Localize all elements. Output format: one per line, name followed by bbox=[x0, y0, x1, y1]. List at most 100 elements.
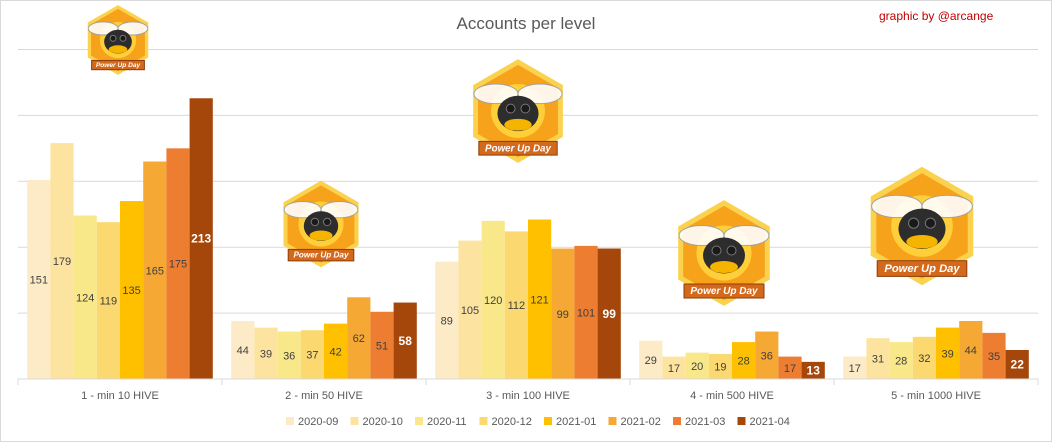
data-label: 120 bbox=[484, 295, 502, 307]
data-label: 99 bbox=[603, 307, 617, 321]
bar bbox=[866, 338, 890, 379]
badge-text: Power Up Day bbox=[96, 62, 141, 69]
data-label: 29 bbox=[645, 355, 657, 367]
data-label: 32 bbox=[918, 353, 930, 365]
badge-text: Power Up Day bbox=[293, 251, 349, 260]
legend: 2020-09 2020-10 2020-11 2020-12 2021-01 2021-… bbox=[286, 416, 790, 428]
bar bbox=[370, 311, 394, 379]
chart-title: Accounts per level bbox=[457, 14, 596, 33]
data-label: 101 bbox=[577, 307, 595, 319]
bar bbox=[708, 353, 732, 379]
data-label: 175 bbox=[169, 259, 187, 271]
bee-eye-left bbox=[109, 34, 117, 42]
data-label: 105 bbox=[461, 305, 479, 317]
legend-label: 2021-01 bbox=[556, 416, 596, 428]
bar bbox=[912, 336, 936, 379]
bar bbox=[982, 332, 1006, 379]
bar bbox=[254, 327, 278, 379]
bar bbox=[801, 361, 825, 379]
data-label: 44 bbox=[237, 345, 249, 357]
power-up-day-badge-3: Power Up Day bbox=[473, 59, 563, 163]
legend-swatch bbox=[415, 417, 423, 425]
bar bbox=[458, 240, 482, 379]
bar bbox=[732, 342, 756, 379]
bee-eye-left bbox=[310, 217, 320, 227]
bar bbox=[574, 245, 598, 379]
bar bbox=[96, 222, 120, 379]
badge-text: Power Up Day bbox=[690, 286, 758, 297]
legend-label: 2021-02 bbox=[621, 416, 661, 428]
badge-text: Power Up Day bbox=[485, 143, 551, 154]
bee-eye-right bbox=[322, 217, 332, 227]
legend-swatch bbox=[350, 417, 359, 425]
bar bbox=[662, 356, 686, 379]
bar bbox=[27, 179, 51, 379]
bar bbox=[50, 143, 74, 379]
bar bbox=[1005, 350, 1029, 379]
bar bbox=[843, 356, 867, 379]
legend-swatch bbox=[673, 417, 681, 425]
legend-swatch bbox=[608, 417, 617, 425]
power-up-day-badge-2: Power Up Day bbox=[283, 180, 359, 268]
x-tick-label: 2 - min 50 HIVE bbox=[285, 390, 363, 402]
data-label: 112 bbox=[508, 300, 526, 312]
bar bbox=[189, 98, 213, 380]
data-label: 99 bbox=[557, 309, 569, 321]
data-label: 121 bbox=[530, 294, 548, 306]
bar bbox=[231, 321, 255, 379]
data-label: 44 bbox=[965, 345, 977, 357]
legend-swatch bbox=[286, 417, 294, 425]
chart-credit: graphic by @arcange bbox=[879, 9, 994, 23]
data-label: 17 bbox=[849, 363, 861, 375]
bar bbox=[166, 148, 190, 379]
bar bbox=[639, 340, 663, 379]
data-label: 39 bbox=[260, 348, 272, 360]
badge-text: Power Up Day bbox=[884, 263, 960, 275]
bar bbox=[685, 352, 709, 379]
bar bbox=[324, 323, 348, 379]
x-tick-label: 5 - min 1000 HIVE bbox=[891, 390, 981, 402]
bar bbox=[889, 342, 913, 379]
bee-stripe bbox=[504, 118, 532, 131]
data-label: 179 bbox=[53, 256, 71, 268]
data-label: 151 bbox=[30, 274, 48, 286]
bar bbox=[300, 330, 324, 379]
legend-swatch bbox=[479, 417, 488, 425]
bee-eye-right bbox=[520, 103, 531, 114]
data-label: 17 bbox=[784, 363, 796, 375]
bar bbox=[277, 331, 301, 379]
bee-stripe bbox=[108, 45, 128, 54]
x-tick-label: 4 - min 500 HIVE bbox=[690, 390, 774, 402]
bar bbox=[481, 220, 505, 379]
data-label: 31 bbox=[872, 354, 884, 366]
power-up-day-badge-4: Power Up Day bbox=[678, 200, 770, 306]
bar bbox=[347, 297, 371, 379]
x-tick-label: 1 - min 10 HIVE bbox=[81, 390, 159, 402]
legend-label: 2020-12 bbox=[492, 416, 532, 428]
data-label: 37 bbox=[306, 350, 318, 362]
bar bbox=[597, 248, 621, 379]
bee-eye-right bbox=[119, 34, 127, 42]
value-labels: 151 179 124 119 135 165 175 213 44 39 36 37 42 62 51 58… bbox=[30, 232, 1025, 378]
data-label: 17 bbox=[668, 363, 680, 375]
bee-eye-right bbox=[726, 245, 737, 256]
data-label: 28 bbox=[737, 356, 749, 368]
legend-label: 2020-11 bbox=[427, 416, 467, 428]
data-label: 213 bbox=[191, 232, 211, 246]
bee-eye-right bbox=[924, 217, 936, 229]
bee-eye-left bbox=[505, 103, 516, 114]
bar bbox=[504, 231, 528, 379]
data-label: 36 bbox=[761, 350, 773, 362]
bar bbox=[528, 219, 552, 379]
power-up-day-badge-1: Power Up Day bbox=[87, 5, 149, 75]
bee-stripe bbox=[710, 261, 738, 273]
data-label: 36 bbox=[283, 350, 295, 362]
x-tick-label: 3 - min 100 HIVE bbox=[486, 390, 570, 402]
bar bbox=[143, 161, 167, 379]
data-label: 89 bbox=[441, 315, 453, 327]
data-label: 165 bbox=[146, 265, 164, 277]
badge-ribbon bbox=[287, 248, 355, 262]
bee-stripe bbox=[906, 234, 938, 249]
legend-label: 2020-09 bbox=[298, 416, 338, 428]
